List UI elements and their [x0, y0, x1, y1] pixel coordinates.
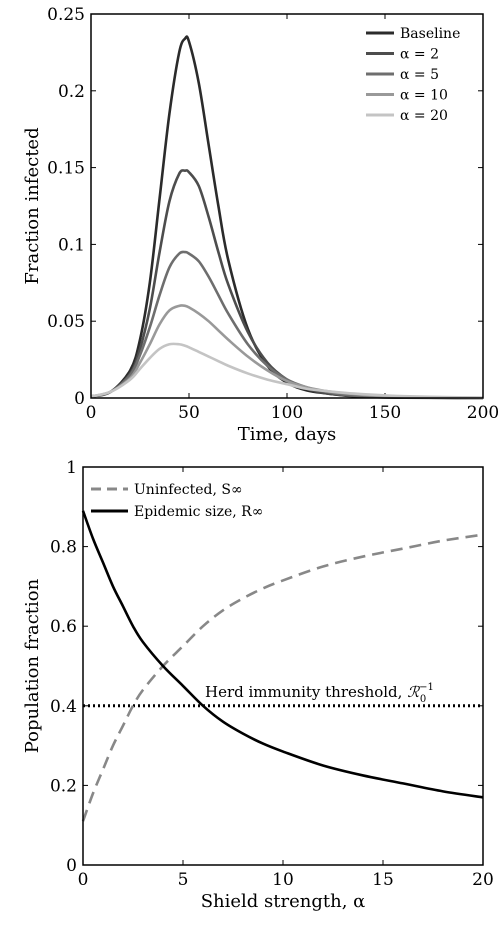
shield-chart-ytick-label: 0.6	[50, 617, 77, 637]
shield-chart-xtick-label: 15	[372, 870, 394, 890]
infection-chart-legend: Baseline α = 2 α = 5 α = 10 α = 20	[366, 26, 460, 124]
shield-chart-ytick-label: 0.4	[50, 697, 77, 717]
legend-label-2: α = 2	[400, 47, 439, 63]
infection-chart-ytick-label: 0.1	[58, 235, 85, 255]
herd-immunity-symbol: ℛ	[407, 683, 420, 701]
infection-chart-ytick-label: 0.15	[47, 159, 85, 179]
herd-immunity-subscript: 0	[420, 694, 426, 705]
shield-strength-chart: 0 5 10 15 20 0 0.2 0.4 0.6 0.8 1 Shield strength, …	[22, 458, 494, 912]
legend-label-3: α = 5	[400, 67, 439, 83]
infection-chart-ytick-label: 0	[74, 389, 85, 409]
shield-chart-xlabel: Shield strength, α	[201, 891, 366, 912]
infection-chart-xtick-label: 150	[369, 403, 401, 423]
shield-chart-ytick-label: 1	[66, 458, 77, 478]
shield-chart-xtick-label: 0	[78, 870, 89, 890]
legend-label-4: α = 10	[400, 88, 448, 104]
infection-chart-ticks: 0 50 100 150 200 0 0.05 0.1 0.15 0.2 0.25	[47, 5, 498, 423]
herd-immunity-annotation: Herd immunity threshold, ℛ−1 0	[205, 682, 434, 705]
infection-chart-ylabel: Fraction infected	[22, 127, 43, 284]
shield-chart-xtick-label: 5	[178, 870, 189, 890]
infection-chart-xtick-label: 50	[178, 403, 200, 423]
infection-chart-xtick-label: 0	[86, 403, 97, 423]
legend-label-epidemic-size: Epidemic size, R∞	[134, 504, 263, 520]
herd-immunity-superscript: −1	[419, 682, 434, 693]
series-line-5	[90, 342, 484, 399]
shield-chart-series	[81, 510, 484, 822]
epidemic-size-line	[81, 510, 484, 799]
shield-chart-xtick-label: 10	[272, 870, 294, 890]
legend-label-uninfected: Uninfected, S∞	[134, 482, 243, 498]
infection-chart-frame	[90, 13, 484, 399]
herd-immunity-label: Herd immunity threshold,	[205, 683, 407, 701]
shield-chart-ticks: 0 5 10 15 20 0 0.2 0.4 0.6 0.8 1	[50, 458, 494, 890]
infection-chart-series	[90, 35, 484, 400]
shield-chart-ytick-label: 0	[66, 856, 77, 876]
legend-label-1: Baseline	[400, 26, 460, 42]
infection-chart-xlabel: Time, days	[238, 424, 337, 445]
infection-chart-ytick-label: 0.25	[47, 5, 85, 25]
shield-chart-ytick-label: 0.8	[50, 538, 77, 558]
shield-chart-frame	[82, 466, 484, 866]
infection-chart-ytick-label: 0.2	[58, 82, 85, 102]
infection-curves-chart: 0 50 100 150 200 0 0.05 0.1 0.15 0.2 0.25 Time, da…	[22, 5, 498, 445]
shield-chart-xtick-label: 20	[472, 870, 494, 890]
infection-chart-ytick-label: 0.05	[47, 312, 85, 332]
legend-label-5: α = 20	[400, 108, 448, 124]
shield-chart-legend: Uninfected, S∞ Epidemic size, R∞	[91, 482, 263, 520]
uninfected-line	[81, 533, 484, 822]
infection-chart-xtick-label: 200	[467, 403, 498, 423]
shield-chart-ytick-label: 0.2	[50, 776, 77, 796]
infection-chart-xtick-label: 100	[271, 403, 303, 423]
shield-chart-ylabel: Population fraction	[22, 578, 43, 753]
